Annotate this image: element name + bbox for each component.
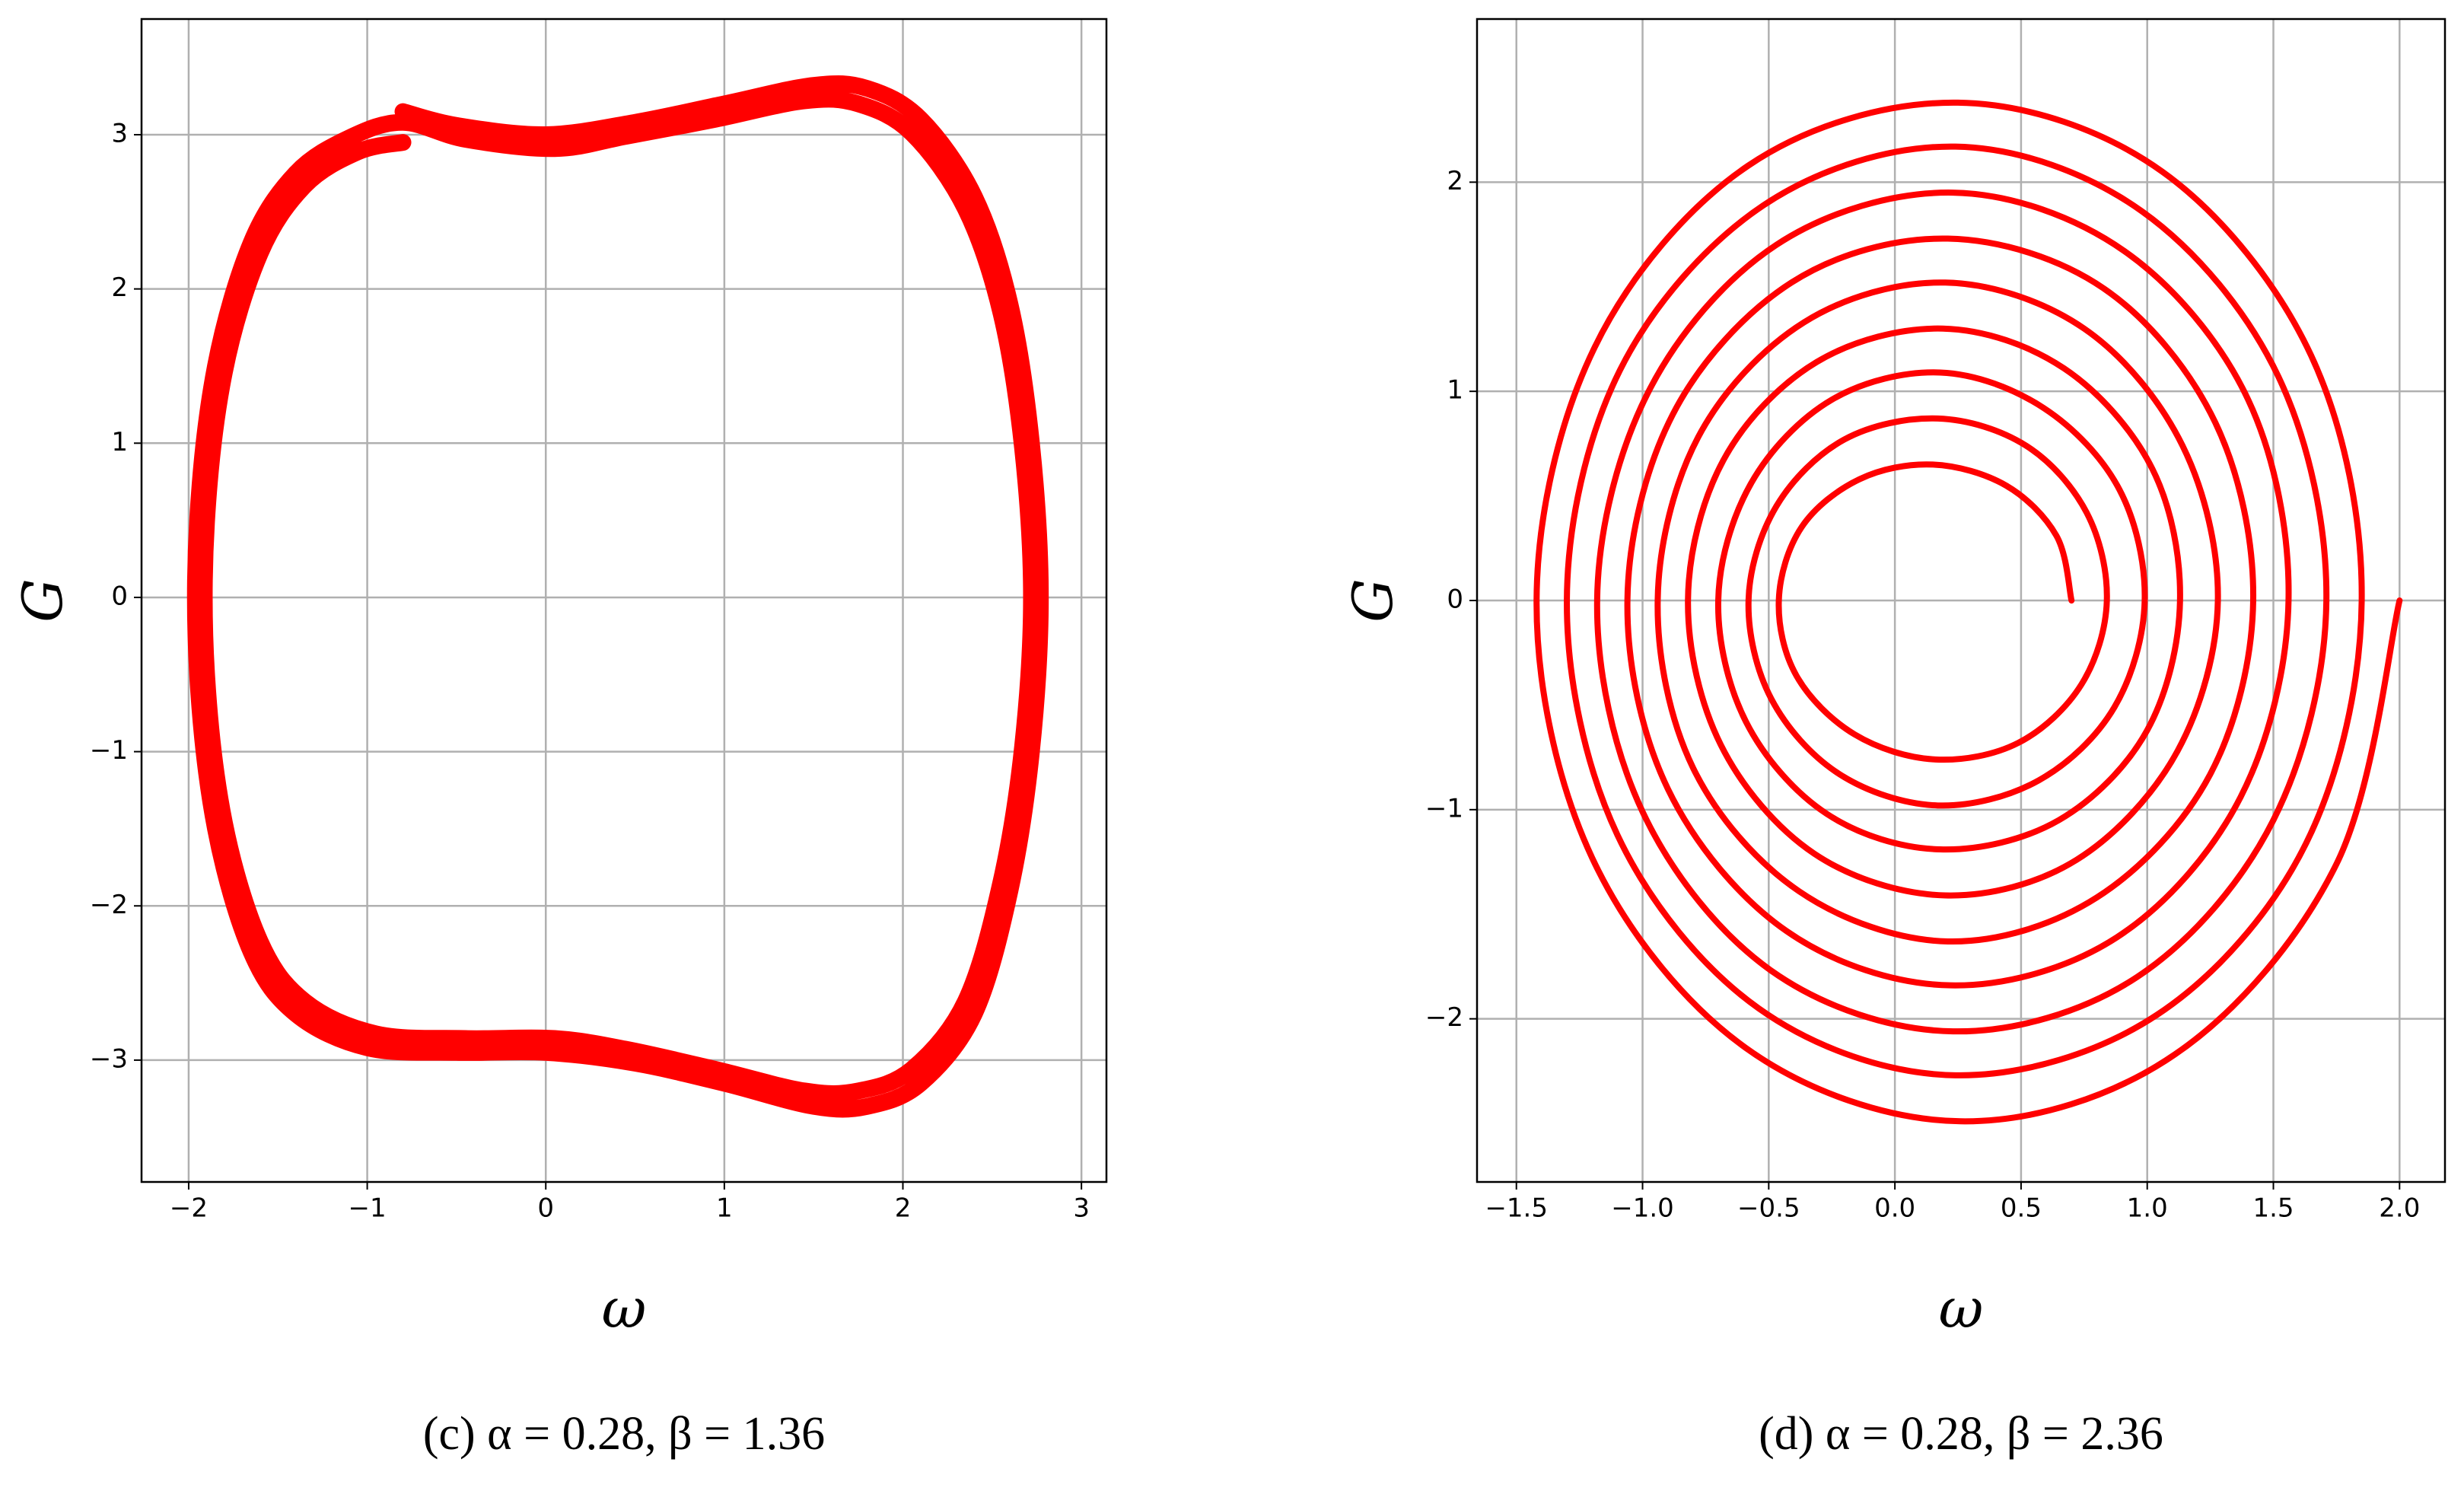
y-axis-label: G xyxy=(11,578,75,623)
x-tick-label: −0.5 xyxy=(1737,1193,1800,1224)
chart-panel: −1.5 −1.0 −0.5 0.0 0.5 1.0 1.5 2.0 −2 −1 0 1 2 ω G (d) … xyxy=(1341,18,2446,1460)
y-axis-label: G xyxy=(1341,578,1405,623)
y-tick-label: 0 xyxy=(1447,585,1463,615)
x-tick-label: 0 xyxy=(537,1193,554,1224)
caption: (c) α = 0.28, β = 1.36 xyxy=(423,1408,825,1460)
y-tick-label: 3 xyxy=(111,118,128,148)
x-tick-label: −1.0 xyxy=(1611,1193,1674,1224)
x-tick-label: 1.5 xyxy=(2252,1193,2294,1224)
x-tick-label: 2.0 xyxy=(2379,1193,2420,1224)
y-tick-label: 2 xyxy=(1447,166,1463,196)
axes-frame xyxy=(140,18,1108,1183)
y-tick-label: 1 xyxy=(1447,375,1463,406)
x-tick-label: −1.5 xyxy=(1485,1193,1548,1224)
y-tick-label: −2 xyxy=(90,890,128,920)
x-axis-label: ω xyxy=(1939,1276,1984,1340)
y-tick-label: −2 xyxy=(1425,1002,1463,1033)
x-tick-label: 0.0 xyxy=(1874,1193,1915,1224)
y-tick-label: 2 xyxy=(111,272,128,303)
x-axis-label: ω xyxy=(602,1276,647,1340)
x-tick-label: −2 xyxy=(170,1193,208,1224)
chart-panel: −2 −1 0 1 2 3 −3 −2 −1 0 1 2 3 ω G (c) α = 0.28, β = 1.… xyxy=(11,18,1108,1460)
y-tick-label: 1 xyxy=(111,427,128,457)
y-tick-label: −1 xyxy=(1425,793,1463,823)
y-tick-label: −3 xyxy=(90,1043,128,1074)
caption: (d) α = 0.28, β = 2.36 xyxy=(1759,1408,2163,1460)
y-tick-label: −1 xyxy=(90,735,128,766)
x-tick-label: −1 xyxy=(349,1193,387,1224)
trajectory xyxy=(1533,99,2403,1125)
y-tick-label: 0 xyxy=(111,581,128,611)
trajectory xyxy=(186,75,1049,1118)
x-tick-label: 1.0 xyxy=(2127,1193,2168,1224)
x-tick-label: 2 xyxy=(895,1193,912,1224)
x-tick-label: 1 xyxy=(716,1193,733,1224)
x-tick-label: 3 xyxy=(1073,1193,1090,1224)
x-tick-label: 0.5 xyxy=(2001,1193,2042,1224)
axes-frame xyxy=(1476,18,2446,1183)
